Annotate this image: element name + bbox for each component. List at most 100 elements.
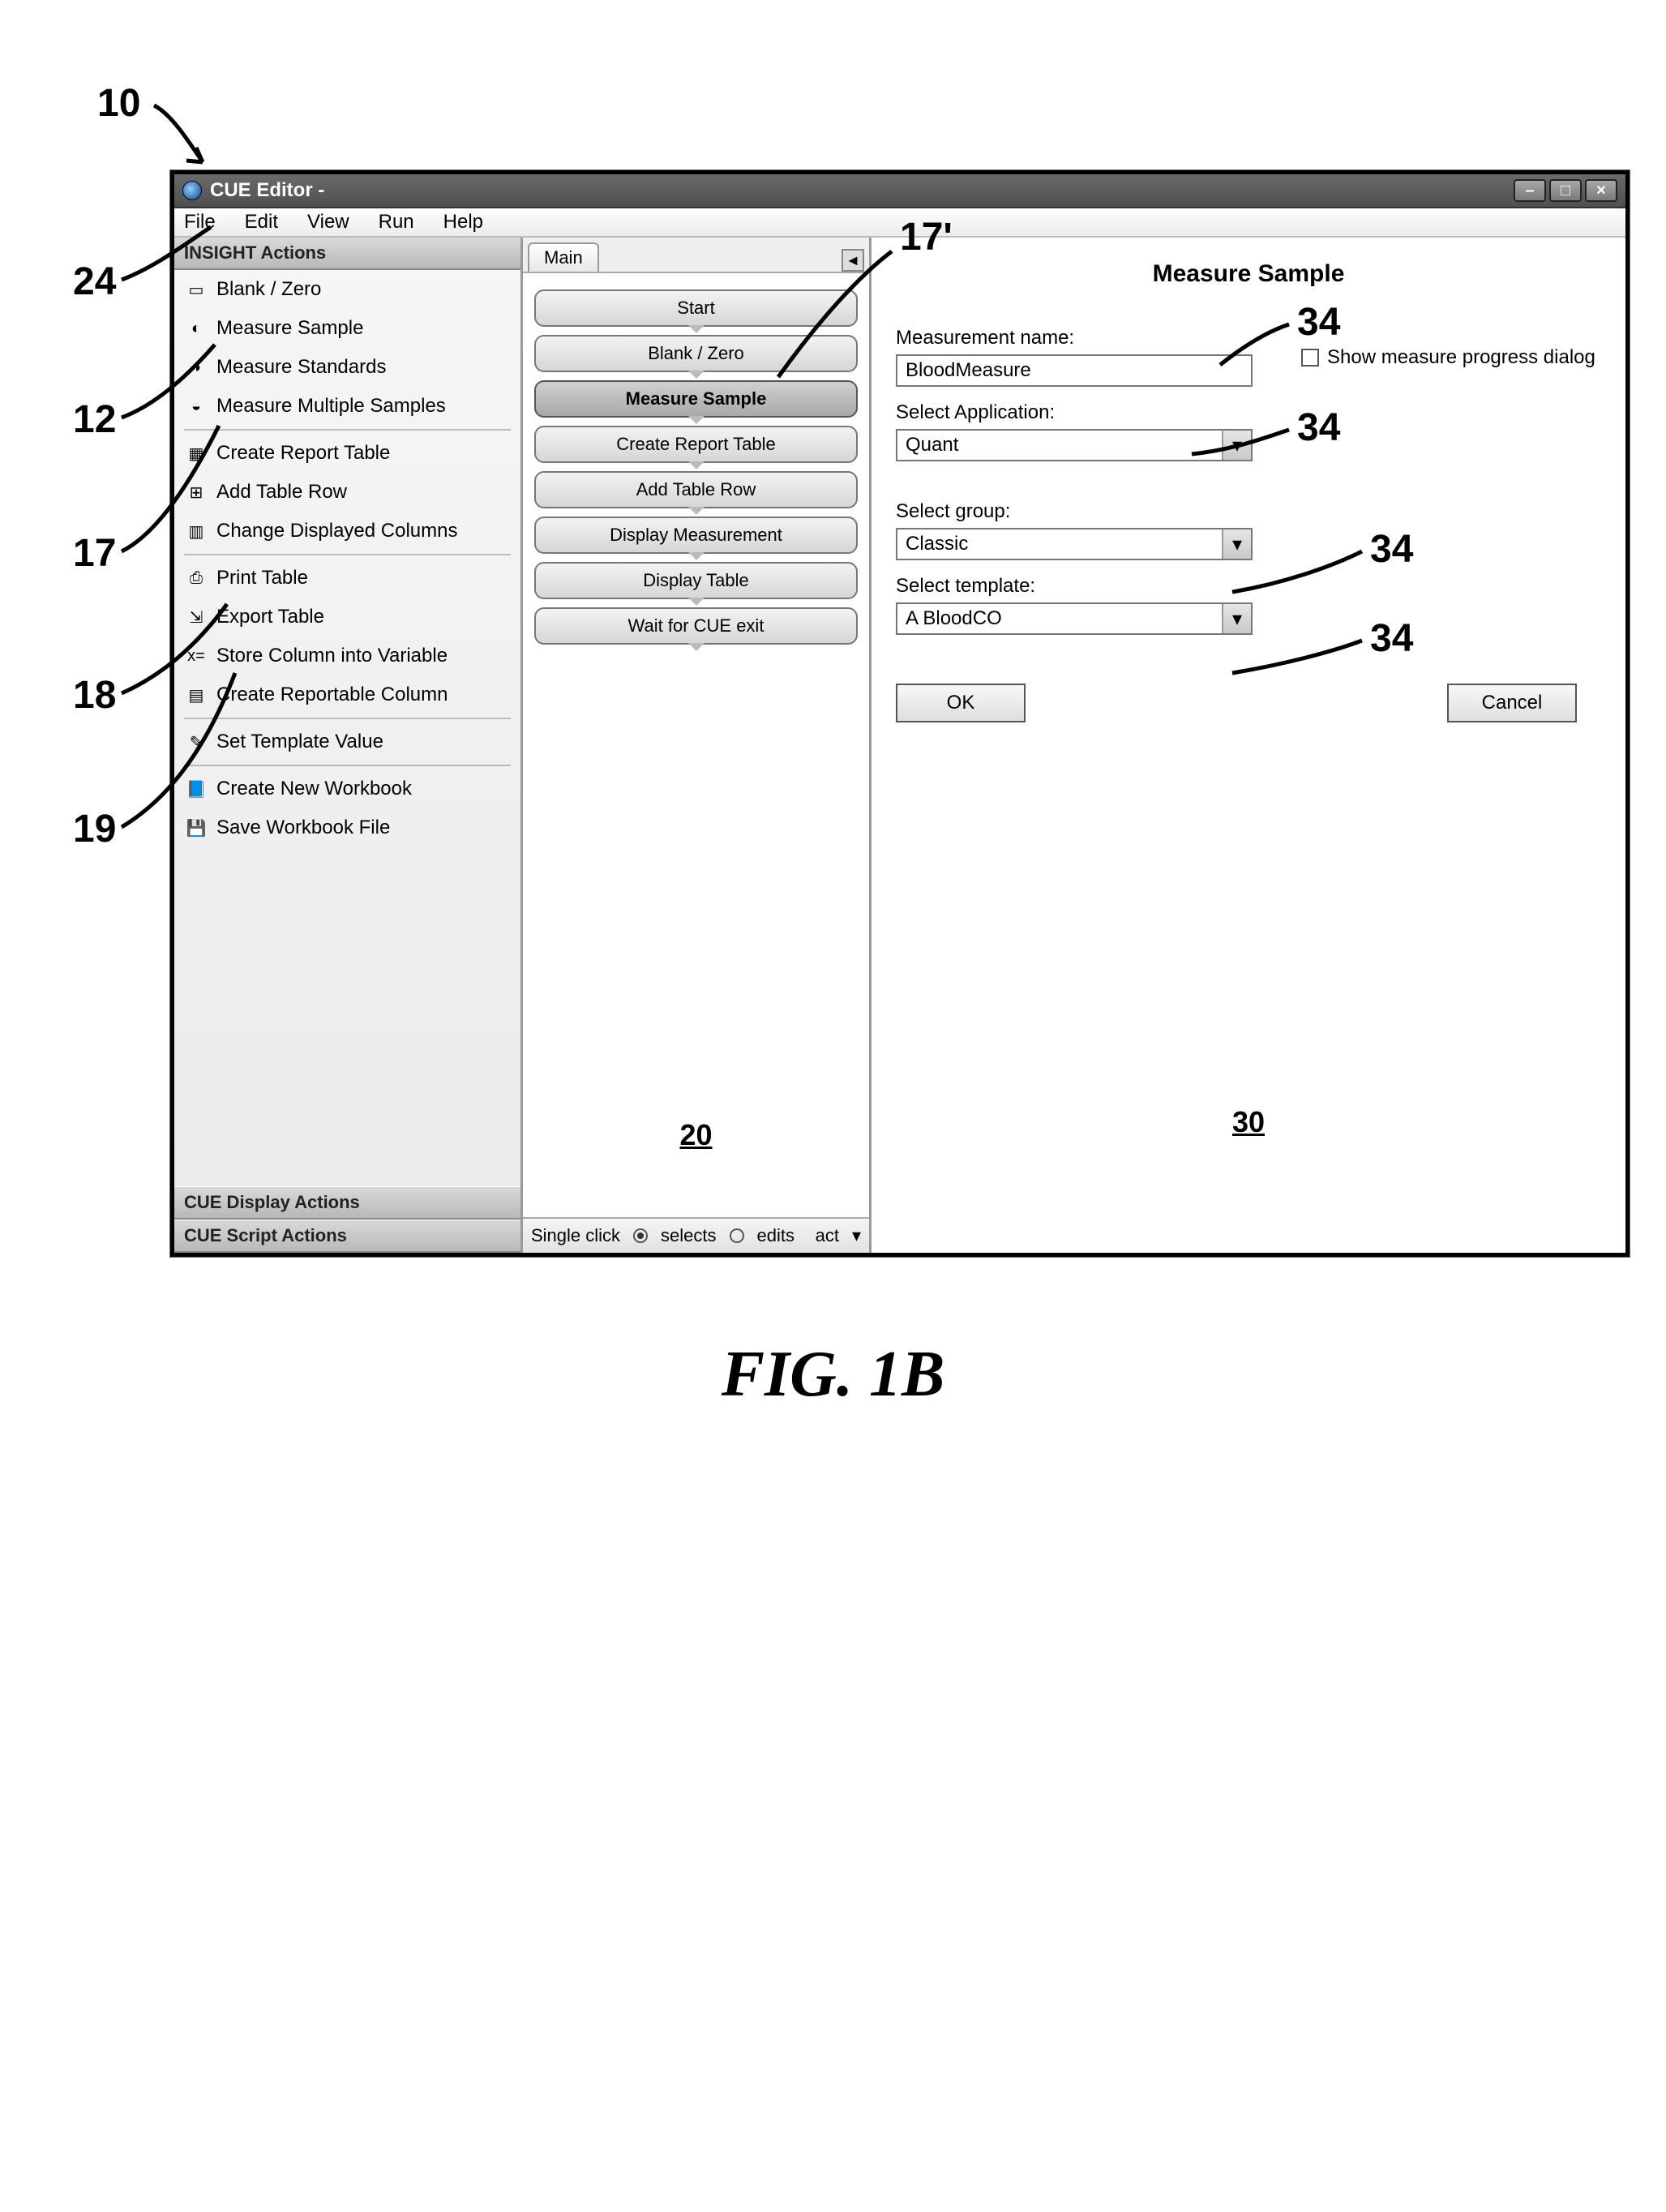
actions-panel: INSIGHT Actions ▭Blank / Zero◐Measure Sa… xyxy=(174,238,523,1253)
app-icon xyxy=(182,181,202,200)
action-item[interactable]: ◐Measure Sample xyxy=(174,309,520,348)
workflow-step[interactable]: Create Report Table xyxy=(534,426,858,463)
action-item[interactable]: ▦ Create Report Table xyxy=(174,434,520,473)
region-label-20: 20 xyxy=(679,1118,712,1152)
action-label: Create Reportable Column xyxy=(216,684,448,706)
maximize-button[interactable]: □ xyxy=(1549,179,1582,202)
action-item[interactable]: ▥ Change Displayed Columns xyxy=(174,512,520,551)
callout-17: 17 xyxy=(73,531,116,576)
panel-title: Measure Sample xyxy=(896,260,1601,288)
menu-help[interactable]: Help xyxy=(443,211,483,234)
ok-button[interactable]: OK xyxy=(896,684,1026,722)
create-report-table-icon: ▦ xyxy=(184,443,208,464)
set-template-icon: ✎ xyxy=(184,731,208,752)
measurement-name-label: Measurement name: xyxy=(896,327,1253,349)
separator xyxy=(184,765,511,766)
callout-24: 24 xyxy=(73,259,116,304)
separator xyxy=(184,429,511,431)
callout-17p: 17' xyxy=(900,215,953,259)
action-label: Store Column into Variable xyxy=(216,645,448,667)
measurement-name-input[interactable]: BloodMeasure xyxy=(896,354,1253,387)
workflow-step[interactable]: Add Table Row xyxy=(534,471,858,508)
close-button[interactable]: × xyxy=(1585,179,1617,202)
callout-34c: 34 xyxy=(1370,527,1413,572)
menu-view[interactable]: View xyxy=(307,211,349,234)
separator xyxy=(184,554,511,555)
action-label: Save Workbook File xyxy=(216,817,390,839)
select-group[interactable]: Classic ▾ xyxy=(896,528,1253,560)
tab-main[interactable]: Main xyxy=(528,242,599,272)
workflow-panel: Main ◄ Start Blank / Zero Measure Sample Cr… xyxy=(523,238,872,1253)
window-title: CUE Editor - xyxy=(210,179,324,202)
action-label: Export Table xyxy=(216,606,324,628)
chevron-down-icon: ▾ xyxy=(1222,529,1251,559)
cancel-button[interactable]: Cancel xyxy=(1447,684,1577,722)
workflow-step[interactable]: Display Table xyxy=(534,562,858,599)
action-label: Measure Standards xyxy=(216,356,386,379)
radio-edits-label: edits xyxy=(757,1225,794,1246)
callout-34d: 34 xyxy=(1370,616,1413,661)
workflow-step[interactable]: Wait for CUE exit xyxy=(534,607,858,645)
new-workbook-icon: 📘 xyxy=(184,778,208,799)
print-table-icon: ⎙ xyxy=(184,568,208,589)
action-label: Add Table Row xyxy=(216,481,347,504)
actions-list: ▭Blank / Zero◐Measure Sample ◑ Measure Sta… xyxy=(174,270,520,1186)
properties-panel: Measure Sample Measurement name: BloodMe… xyxy=(872,238,1625,1253)
action-label: Change Displayed Columns xyxy=(216,520,458,542)
action-label: Create New Workbook xyxy=(216,778,412,800)
chevron-down-icon: ▾ xyxy=(1222,604,1251,633)
blank-zero-icon: ▭ xyxy=(184,279,208,300)
change-columns-icon: ▥ xyxy=(184,521,208,542)
measure-standards-icon: ◑ xyxy=(184,357,208,378)
create-column-icon: ▤ xyxy=(184,684,208,705)
callout-10: 10 xyxy=(97,81,140,126)
measure-multiple-icon: ◒ xyxy=(184,396,208,417)
save-workbook-icon: 💾 xyxy=(184,817,208,838)
actions-footer-script[interactable]: CUE Script Actions xyxy=(174,1220,520,1253)
action-label: Create Report Table xyxy=(216,442,390,465)
actions-footer-display[interactable]: CUE Display Actions xyxy=(174,1186,520,1220)
store-column-icon: x= xyxy=(184,645,208,667)
action-item[interactable]: ◒ Measure Multiple Samples xyxy=(174,387,520,426)
workflow-step[interactable]: Display Measurement xyxy=(534,517,858,554)
select-template[interactable]: A BloodCO ▾ xyxy=(896,602,1253,635)
action-item[interactable]: ✎ Set Template Value xyxy=(174,722,520,761)
export-table-icon: ⇲ xyxy=(184,607,208,628)
action-item[interactable]: ▭Blank / Zero xyxy=(174,270,520,309)
action-item[interactable]: 💾 Save Workbook File xyxy=(174,808,520,847)
radio-selects[interactable] xyxy=(633,1228,648,1243)
measure-sample-icon: ◐ xyxy=(184,318,208,339)
action-item[interactable]: ⇲ Export Table xyxy=(174,598,520,637)
action-item[interactable]: x= Store Column into Variable xyxy=(174,637,520,675)
chevron-down-icon: ▾ xyxy=(1222,431,1251,460)
callout-12: 12 xyxy=(73,397,116,442)
select-application[interactable]: Quant ▾ xyxy=(896,429,1253,461)
figure-label: FIG. 1B xyxy=(722,1338,945,1412)
select-group-label: Select group: xyxy=(896,500,1601,523)
footer-tail: act xyxy=(816,1225,839,1246)
window-buttons: – □ × xyxy=(1514,179,1617,202)
workflow-step[interactable]: Blank / Zero xyxy=(534,335,858,372)
action-item[interactable]: ⎙ Print Table xyxy=(174,559,520,598)
menu-run[interactable]: Run xyxy=(379,211,414,234)
footer-chevron-icon[interactable]: ▾ xyxy=(852,1225,861,1246)
action-label: Measure Multiple Samples xyxy=(216,395,446,418)
actions-header: INSIGHT Actions xyxy=(174,238,520,270)
tab-scroll-left[interactable]: ◄ xyxy=(842,249,864,272)
menu-file[interactable]: File xyxy=(184,211,216,234)
menu-edit[interactable]: Edit xyxy=(245,211,278,234)
workflow-steps: Start Blank / Zero Measure Sample Create Re… xyxy=(523,273,869,1217)
workflow-step[interactable]: Measure Sample xyxy=(534,380,858,418)
minimize-button[interactable]: – xyxy=(1514,179,1546,202)
action-label: Set Template Value xyxy=(216,731,383,753)
single-click-label: Single click xyxy=(531,1225,620,1246)
action-item[interactable]: ◑ Measure Standards xyxy=(174,348,520,387)
action-item[interactable]: ⊞Add Table Row xyxy=(174,473,520,512)
callout-34b: 34 xyxy=(1297,405,1340,450)
action-item[interactable]: ▤ Create Reportable Column xyxy=(174,675,520,714)
show-progress-checkbox[interactable] xyxy=(1301,349,1319,367)
action-item[interactable]: 📘 Create New Workbook xyxy=(174,769,520,808)
workflow-step[interactable]: Start xyxy=(534,289,858,327)
radio-edits[interactable] xyxy=(730,1228,744,1243)
action-label: Print Table xyxy=(216,567,308,589)
